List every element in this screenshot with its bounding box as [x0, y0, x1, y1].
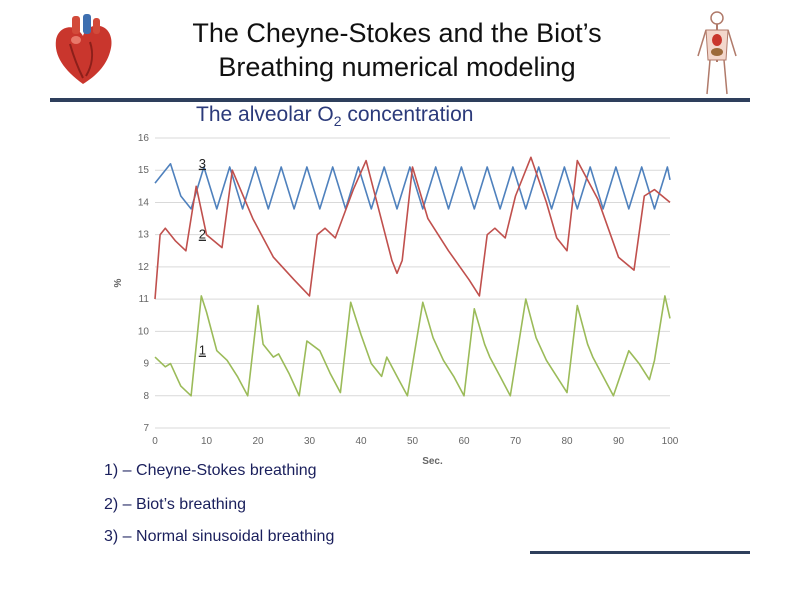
y-tick-label: 8 [143, 391, 149, 402]
chart-subtitle: The alveolar O2 concentration [196, 102, 473, 134]
y-tick-label: 15 [138, 165, 150, 176]
x-axis-title: Sec. [422, 456, 443, 467]
title-line-1: The Cheyne-Stokes and the Biot’s [192, 18, 602, 48]
x-tick-label: 10 [201, 436, 213, 447]
top-divider [50, 98, 750, 102]
series-line-3 [154, 163, 671, 210]
title-line-2: Breathing numerical modeling [218, 52, 576, 82]
x-tick-label: 30 [304, 436, 316, 447]
y-tick-label: 14 [138, 197, 150, 208]
subtitle-main: The alveolar O [196, 103, 334, 126]
x-tick-label: 90 [613, 436, 625, 447]
y-tick-label: 9 [143, 359, 149, 370]
x-tick-label: 20 [252, 436, 264, 447]
bottom-divider [530, 551, 750, 554]
curve-label-3: 3 [199, 156, 206, 171]
slide-title: The Cheyne-Stokes and the Biot’s Breathi… [130, 16, 664, 84]
heart-icon [52, 14, 114, 86]
y-tick-label: 10 [138, 326, 150, 337]
human-anatomy-icon [692, 10, 742, 96]
y-tick-label: 11 [139, 294, 150, 305]
x-tick-label: 50 [407, 436, 419, 447]
y-tick-label: 12 [138, 262, 150, 273]
y-tick-label: 7 [143, 423, 149, 434]
x-tick-label: 0 [152, 436, 158, 447]
legend-item-2: 2) – Biot’s breathing [104, 496, 247, 513]
legend-item-3: 3) – Normal sinusoidal breathing [104, 528, 335, 545]
legend-item-1: 1) – Cheyne-Stokes breathing [104, 462, 317, 479]
x-tick-label: 70 [510, 436, 522, 447]
x-tick-label: 80 [561, 436, 573, 447]
curve-label-2: 2 [199, 227, 206, 242]
y-tick-label: 16 [138, 133, 150, 144]
y-axis-title: % [113, 278, 124, 287]
subtitle-subscript: 2 [333, 113, 342, 130]
series-line-2 [154, 156, 671, 300]
subtitle-tail: concentration [341, 103, 474, 126]
series-line-1 [154, 295, 671, 397]
x-tick-label: 40 [355, 436, 367, 447]
x-tick-label: 100 [662, 436, 679, 447]
x-tick-label: 60 [458, 436, 470, 447]
curve-label-1: 1 [199, 343, 206, 358]
y-tick-label: 13 [138, 230, 150, 241]
